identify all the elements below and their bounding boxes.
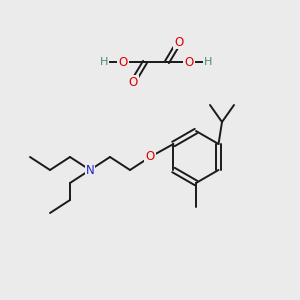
Text: O: O <box>174 35 184 49</box>
Text: O: O <box>146 151 154 164</box>
Text: H: H <box>100 57 108 67</box>
Text: O: O <box>184 56 194 68</box>
Text: N: N <box>85 164 94 176</box>
Text: H: H <box>204 57 212 67</box>
Text: O: O <box>118 56 127 68</box>
Text: O: O <box>128 76 138 88</box>
